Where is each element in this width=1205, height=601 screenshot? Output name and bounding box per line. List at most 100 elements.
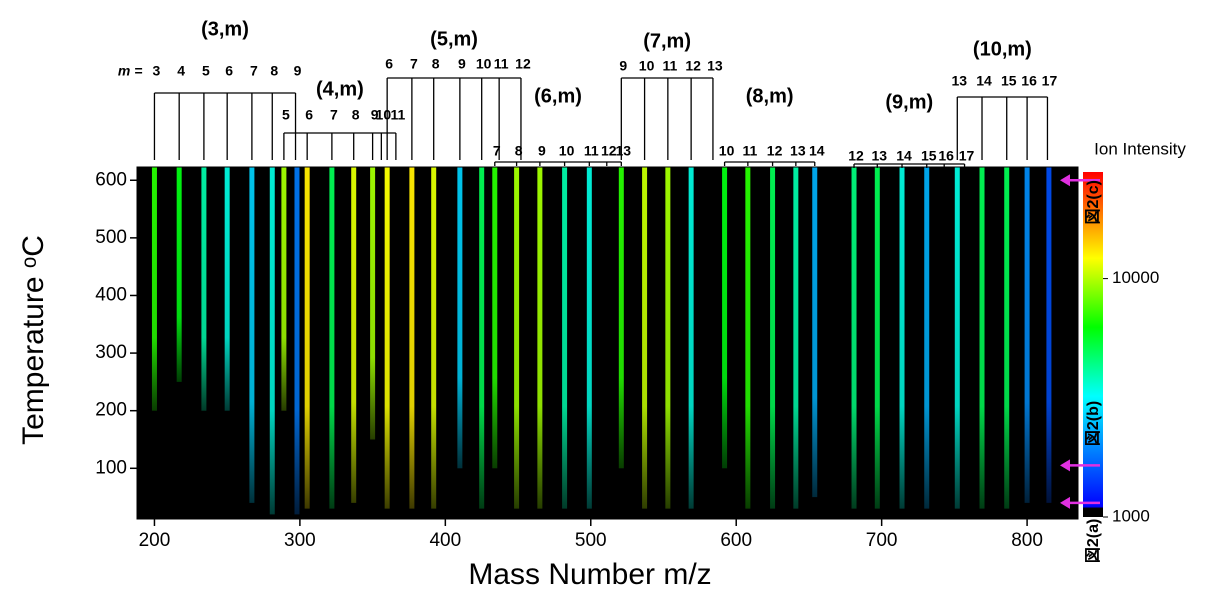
- m-label: 11: [742, 143, 757, 159]
- m-label: 12: [848, 148, 864, 164]
- m-label: 8: [432, 56, 440, 72]
- peak: [793, 167, 799, 509]
- peak: [851, 167, 857, 509]
- m-label: 7: [493, 143, 501, 159]
- m-label: 9: [538, 143, 546, 159]
- m-label: 11: [390, 107, 405, 123]
- x-tick-label: 600: [720, 530, 752, 551]
- group-label: (10,m): [973, 38, 1032, 60]
- m-label: 15: [921, 148, 937, 164]
- m-label: 17: [1042, 73, 1058, 89]
- peak: [370, 167, 376, 440]
- peak: [201, 167, 207, 411]
- colorbar-title: Ion Intensity: [1094, 139, 1186, 158]
- y-tick-label: 400: [95, 284, 127, 305]
- peak: [304, 167, 310, 509]
- marker-label: 図2(c): [1084, 180, 1102, 224]
- m-label: 4: [177, 63, 185, 79]
- m-label: 16: [938, 148, 954, 164]
- m-label: 12: [767, 143, 783, 159]
- marker-head: [1060, 174, 1070, 187]
- peak: [586, 167, 592, 509]
- peak: [924, 167, 930, 509]
- peak: [537, 167, 543, 509]
- marker-label: 図2(b): [1084, 401, 1102, 446]
- m-label: 9: [294, 63, 302, 79]
- peak: [1046, 167, 1052, 503]
- m-label: 12: [515, 56, 531, 72]
- peak: [770, 167, 776, 509]
- peak: [224, 167, 230, 411]
- peak: [351, 167, 357, 503]
- m-label: 14: [809, 143, 825, 159]
- m-label: 5: [282, 107, 290, 123]
- m-label: 11: [662, 58, 677, 74]
- peak: [176, 167, 182, 382]
- m-label: 6: [385, 56, 393, 72]
- m-label: 8: [352, 107, 360, 123]
- x-tick-label: 800: [1011, 530, 1043, 551]
- m-label: 8: [270, 63, 278, 79]
- m-prefix: m =: [118, 63, 143, 79]
- m-label: 5: [202, 63, 210, 79]
- m-label: 14: [976, 73, 992, 89]
- m-label: 11: [494, 56, 509, 72]
- y-tick-label: 500: [95, 227, 127, 248]
- peak: [954, 167, 960, 509]
- colorbar: [1083, 172, 1103, 517]
- x-tick-label: 700: [866, 530, 898, 551]
- plot-background: [137, 167, 1078, 519]
- peak: [514, 167, 520, 509]
- peak: [431, 167, 437, 509]
- m-label: 14: [896, 148, 912, 164]
- marker-head: [1060, 459, 1070, 472]
- group-label: (6,m): [534, 85, 582, 107]
- plot-frame: [136, 166, 1079, 520]
- peak: [562, 167, 568, 509]
- group-label: (4,m): [316, 78, 364, 100]
- peak: [409, 167, 415, 509]
- m-label: 10: [476, 56, 492, 72]
- group-label: (7,m): [643, 30, 691, 52]
- m-label: 10: [376, 107, 392, 123]
- m-label: 15: [1001, 73, 1017, 89]
- peak: [1004, 167, 1010, 509]
- y-tick-label: 100: [95, 457, 127, 478]
- peak: [688, 167, 694, 509]
- x-tick-label: 200: [139, 530, 171, 551]
- m-label: 12: [685, 58, 701, 74]
- x-tick-label: 300: [284, 530, 316, 551]
- marker-label: 図2(a): [1084, 519, 1102, 563]
- colorbar-tick-label: 10000: [1112, 268, 1159, 287]
- peak: [665, 167, 671, 509]
- peak: [642, 167, 648, 509]
- peak: [384, 167, 390, 509]
- y-tick-label: 300: [95, 342, 127, 363]
- peak: [1024, 167, 1030, 503]
- peak: [269, 167, 275, 515]
- peak: [249, 167, 255, 503]
- m-label: 9: [458, 56, 466, 72]
- m-label: 7: [330, 107, 338, 123]
- group-label: (5,m): [430, 28, 478, 50]
- peak: [812, 167, 818, 498]
- m-label: 16: [1021, 73, 1037, 89]
- m-label: 13: [707, 58, 723, 74]
- m-label: 13: [951, 73, 967, 89]
- peak: [722, 167, 728, 469]
- y-axis-title: Temperature ᵒC: [17, 235, 50, 445]
- colorbar-tick-label: 1000: [1112, 506, 1150, 525]
- m-label: 9: [619, 58, 627, 74]
- m-label: 17: [959, 148, 975, 164]
- m-label: 13: [790, 143, 806, 159]
- m-label: 7: [410, 56, 418, 72]
- group-label: (3,m): [201, 18, 249, 40]
- m-label: 6: [305, 107, 313, 123]
- peak: [329, 167, 335, 509]
- x-tick-label: 500: [575, 530, 607, 551]
- x-tick-label: 400: [429, 530, 461, 551]
- m-label: 3: [153, 63, 161, 79]
- peak: [281, 167, 287, 411]
- m-label: 9: [371, 107, 379, 123]
